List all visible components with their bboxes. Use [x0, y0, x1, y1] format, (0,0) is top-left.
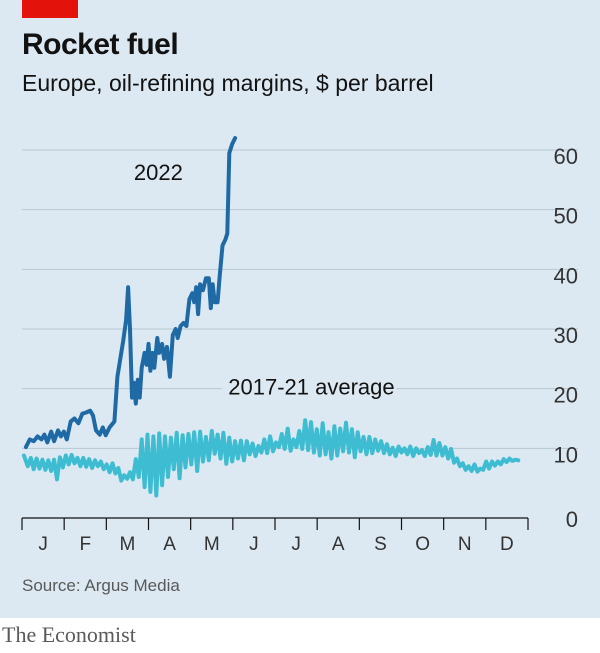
x-month-label: J — [291, 534, 301, 555]
series-line-0 — [23, 136, 238, 450]
publisher-logo: The Economist — [2, 622, 136, 647]
y-tick-label-40: 40 — [554, 263, 578, 288]
source-note: Source: Argus Media — [22, 576, 180, 595]
chart-panel: Rocket fuel Europe, oil-refining margins… — [0, 0, 600, 618]
x-month-label: O — [415, 534, 430, 555]
y-axis-ticks: 0 10 20 30 40 50 60 — [554, 144, 578, 532]
series-line-1 — [21, 418, 521, 498]
y-tick-label-20: 20 — [554, 383, 578, 408]
gridlines — [22, 149, 578, 449]
y-tick-label-30: 30 — [554, 323, 578, 348]
x-month-label: S — [374, 534, 387, 555]
series-label-1: 2017-21 average — [228, 375, 394, 400]
series-label-bg — [222, 372, 397, 403]
y-tick-label-10: 10 — [554, 442, 578, 467]
chart-title: Rocket fuel — [22, 28, 179, 61]
y-tick-label-50: 50 — [554, 204, 578, 229]
x-month-label: M — [204, 534, 220, 555]
x-month-label: F — [79, 534, 91, 555]
chart-subtitle: Europe, oil-refining margins, $ per barr… — [22, 70, 434, 96]
x-month-label: A — [163, 534, 176, 555]
series-lines — [21, 136, 521, 498]
x-month-label: D — [500, 534, 514, 555]
x-month-label: A — [332, 534, 345, 555]
y-tick-label-60: 60 — [554, 144, 578, 169]
red-tag-bar — [22, 0, 78, 18]
x-month-label: M — [120, 534, 136, 555]
series-label-0: 2022 — [134, 160, 183, 185]
x-month-label: N — [458, 534, 472, 555]
x-month-label: J — [249, 534, 259, 555]
y-tick-label-0: 0 — [566, 507, 578, 532]
line-chart: 0 10 20 30 40 50 60 J F M A M J J A S O N D 2022 2017-21 a… — [21, 136, 578, 555]
series-labels: 2022 2017-21 average — [134, 160, 397, 403]
x-month-label: J — [38, 534, 48, 555]
